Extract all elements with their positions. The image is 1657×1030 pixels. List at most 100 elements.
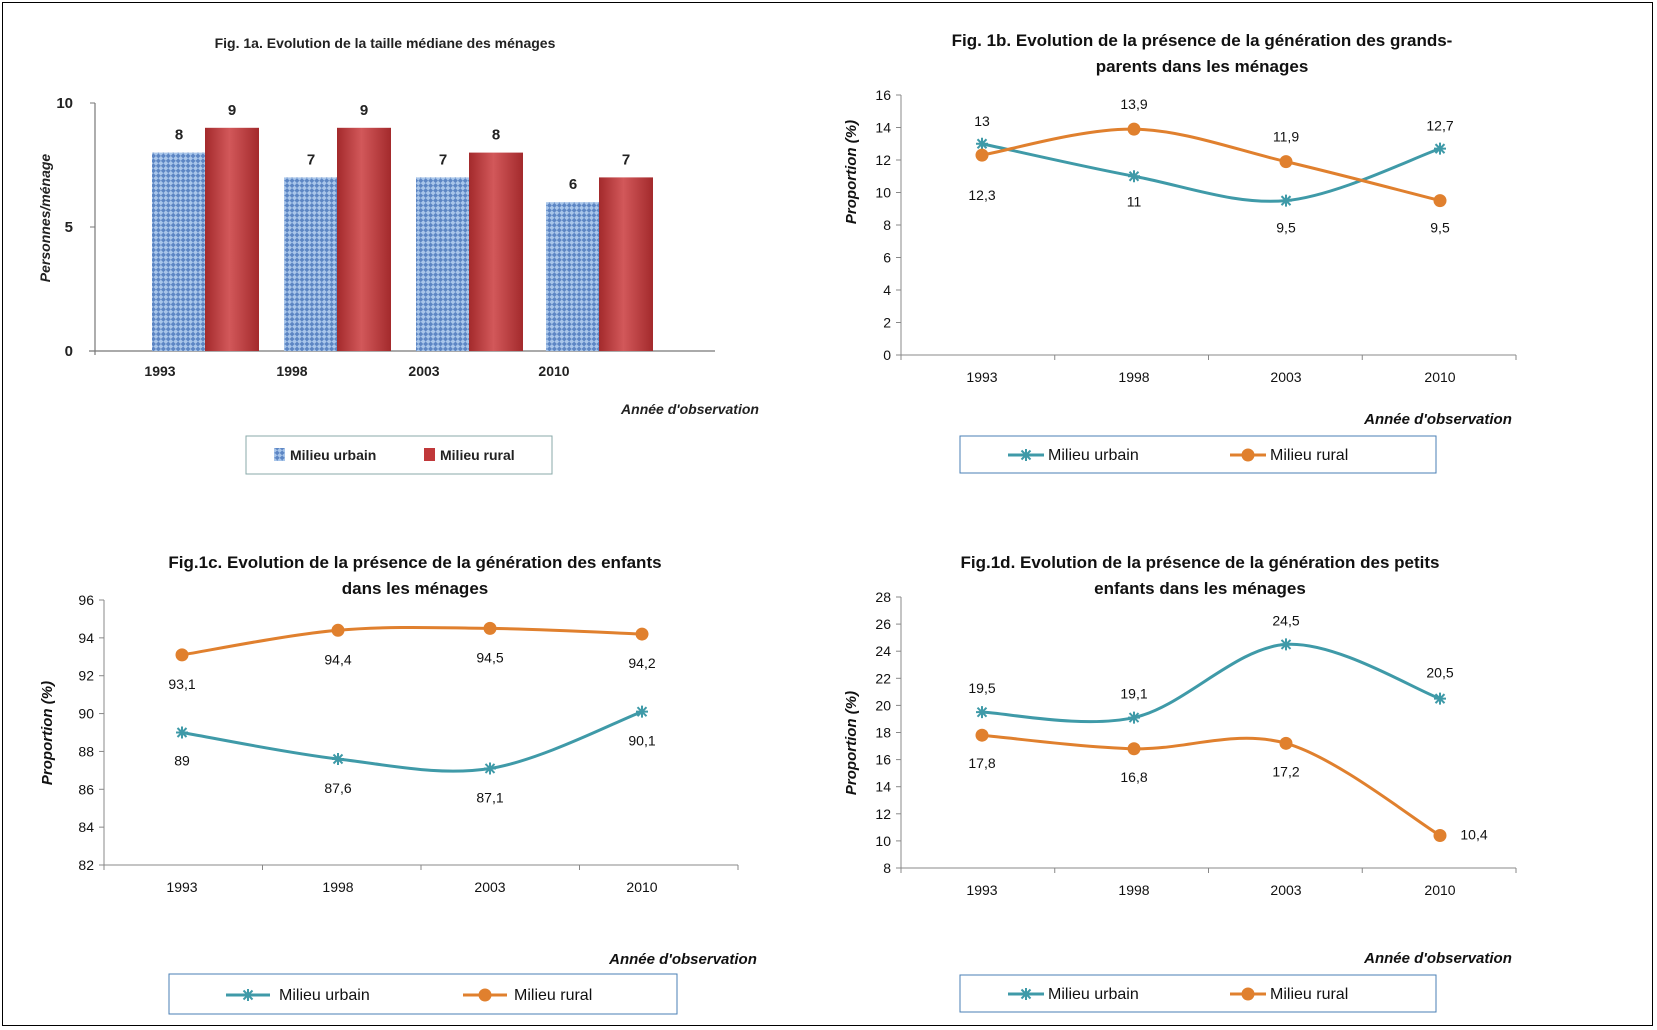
fig1c-y-tick-label: 86 [78,781,94,797]
fig1b-data-label: 13,9 [1120,96,1147,112]
fig1d-point-urban [976,706,988,719]
fig1b-legend-star [1020,449,1032,461]
fig1a-data-label: 8 [492,127,500,144]
fig1d-title-line1: Fig.1d. Evolution de la présence de la g… [961,553,1440,572]
fig1b-title-line2: parents dans les ménages [1096,57,1309,76]
fig1c-x-tick-label: 1998 [322,879,353,895]
fig1c-legend-marker-rural [463,988,507,1002]
fig1a-data-label: 7 [307,151,315,168]
fig1c-line-rural [181,625,643,657]
fig1b-ylabel: Proportion (%) [843,120,860,224]
fig1a-bar-rural [337,127,391,351]
fig1b-y-tick-label: 16 [875,87,891,103]
fig1c-y-tick-label: 90 [78,706,94,722]
fig1d-x-tick-label: 2010 [1424,882,1455,898]
fig1a-bar-urban [546,202,600,351]
fig1b-point-urban [1280,194,1292,207]
fig1a-data-label: 6 [569,176,577,193]
fig1c-data-label: 93,1 [168,676,195,692]
fig1a-legend-box [245,435,553,475]
fig1b-point-urban [1128,170,1140,183]
fig1d-y-tick-label: 26 [875,616,891,632]
fig1a-y-tick-label: 10 [56,95,73,112]
fig1d-data-label: 24,5 [1272,612,1299,628]
fig1a-plot-area: 0 5 10 1993 8 9 1998 7 9 2003 7 8 2010 6 7 [56,95,715,379]
fig1d-x-tick-label: 1993 [966,882,997,898]
fig1b-y-tick-label: 4 [883,282,891,298]
fig1b-data-label: 9,5 [1276,220,1296,236]
fig1c-ylabel: Proportion (%) [39,681,56,785]
fig1c-y-tick-label: 96 [78,592,94,608]
fig1a-bar-urban [284,177,338,351]
chart-fig1b: Fig. 1b. Evolution de la présence de la … [843,31,1517,474]
fig1d-point-urban [1280,638,1292,651]
fig1a-data-label: 7 [439,151,447,168]
fig1a-data-label: 7 [622,151,630,168]
fig1c-xlabel: Année d'observation [608,951,757,968]
fig1a-bar-rural [469,152,523,351]
fig1b-x-tick-label: 1998 [1118,369,1149,385]
fig1b-x-tick-label: 2003 [1270,369,1301,385]
fig1b-point-rural [1433,194,1447,208]
fig1b-y-tick-label: 10 [875,185,891,201]
chart-fig1c: Fig.1c. Evolution de la présence de la g… [39,553,757,1015]
fig1b-legend-dot [1241,448,1255,462]
fig1d-x-tick-label: 1998 [1118,882,1149,898]
fig1d-y-tick-label: 22 [875,670,891,686]
fig1a-xlabel: Année d'observation [620,401,759,417]
fig1d-point-rural [975,728,989,742]
fig1b-plot-area: 0 2 4 6 8 10 12 14 16 1993 1998 2003 2010 13 11 9,5 12,7… [875,87,1517,385]
fig1c-data-label: 89 [174,753,190,769]
fig1c-legend: Milieu urbain Milieu rural [168,973,678,1015]
fig1a-legend-swatch-rural [424,448,435,461]
fig1d-point-rural [1279,736,1293,750]
fig1d-y-tick-label: 10 [875,833,891,849]
fig1d-point-urban [1434,692,1446,705]
fig1a-data-label: 9 [360,102,368,119]
fig1b-y-tick-label: 6 [883,250,891,266]
fig1d-legend-dot [1241,987,1255,1001]
fig1d-point-rural [1127,742,1141,756]
fig1d-y-tick-label: 24 [875,643,891,659]
fig1c-data-label: 94,2 [628,655,655,671]
fig1b-point-urban [976,137,988,150]
fig1d-legend: Milieu urbain Milieu rural [959,974,1437,1013]
fig1c-y-tick-label: 84 [78,819,94,835]
fig1c-line-urban [181,710,643,773]
fig1d-point-rural [1433,828,1447,842]
fig1b-legend-label-rural: Milieu rural [1270,447,1348,464]
fig1c-y-tick-label: 82 [78,857,94,873]
fig1a-legend-label-urban: Milieu urbain [290,447,376,463]
fig1a-x-tick-label: 2003 [408,363,439,379]
fig1c-data-label: 94,5 [476,649,503,665]
fig1d-legend-star [1020,988,1032,1000]
fig1b-x-tick-label: 1993 [966,369,997,385]
fig1a-x-tick-label: 1998 [276,363,307,379]
fig1d-legend-label-urban: Milieu urbain [1048,986,1139,1003]
fig1d-data-label: 19,5 [968,680,995,696]
fig1d-y-tick-label: 14 [875,779,891,795]
fig1a-data-label: 8 [175,127,183,144]
fig1a-bar-rural [599,177,653,351]
fig1b-point-rural [1127,122,1141,136]
fig1d-line-rural [981,733,1441,837]
fig1c-title-line2: dans les ménages [342,579,488,598]
fig1d-data-label: 10,4 [1460,826,1487,842]
fig1c-y-tick-label: 92 [78,668,94,684]
fig1a-legend-label-rural: Milieu rural [440,447,515,463]
fig1d-legend-label-rural: Milieu rural [1270,986,1348,1003]
fig1c-data-label: 94,4 [324,651,351,667]
fig1c-legend-dot [478,988,492,1002]
fig1d-point-urban [1128,711,1140,724]
fig1b-point-rural [975,148,989,162]
fig1b-y-tick-label: 0 [883,347,891,363]
fig1b-data-label: 12,7 [1426,118,1453,134]
fig1c-legend-label-urban: Milieu urbain [279,987,370,1004]
fig1c-plot-area: 82 84 86 88 90 92 94 96 1993 1998 2003 2010 89 87,6 87… [78,592,739,895]
chart-fig1a: Fig. 1a. Evolution de la taille médiane … [37,35,759,475]
fig1b-point-rural [1279,155,1293,169]
fig1d-y-tick-label: 8 [883,860,891,876]
fig1a-title: Fig. 1a. Evolution de la taille médiane … [215,35,556,51]
fig1d-data-label: 19,1 [1120,686,1147,702]
